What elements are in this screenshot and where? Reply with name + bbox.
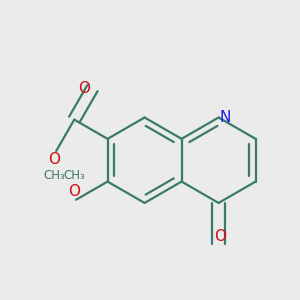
Text: O: O (68, 184, 80, 199)
Text: O: O (48, 152, 60, 167)
Text: CH₃: CH₃ (63, 169, 85, 182)
Text: N: N (220, 110, 231, 125)
Text: CH₃: CH₃ (44, 169, 65, 182)
Text: O: O (214, 229, 226, 244)
Text: O: O (78, 81, 90, 96)
